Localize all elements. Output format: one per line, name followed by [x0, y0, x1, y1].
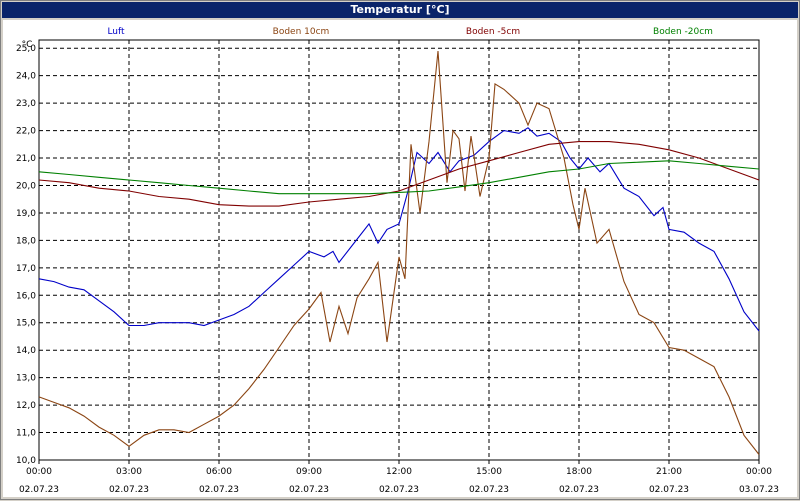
y-tick-label: 17,0 — [16, 264, 36, 274]
y-axis-unit: °C — [22, 40, 33, 50]
y-tick-label: 12,0 — [16, 401, 36, 411]
legend-entry: Luft — [107, 27, 125, 37]
x-tick-time: 12:00 — [386, 467, 412, 477]
x-tick-time: 06:00 — [206, 467, 232, 477]
legend-entry: Boden -5cm — [466, 27, 520, 37]
x-tick-date: 02.07.23 — [109, 485, 149, 495]
window-title: Temperatur [°C] — [2, 2, 798, 18]
y-tick-label: 15,0 — [16, 319, 36, 329]
x-tick-time: 21:00 — [656, 467, 682, 477]
x-tick-date: 02.07.23 — [559, 485, 599, 495]
y-tick-label: 21,0 — [16, 154, 36, 164]
y-tick-label: 18,0 — [16, 236, 36, 246]
y-tick-label: 10,0 — [16, 456, 36, 466]
x-tick-date: 02.07.23 — [379, 485, 419, 495]
x-tick-date: 02.07.23 — [469, 485, 509, 495]
y-tick-label: 19,0 — [16, 209, 36, 219]
y-tick-label: 24,0 — [16, 72, 36, 82]
x-tick-time: 18:00 — [566, 467, 592, 477]
y-tick-label: 16,0 — [16, 291, 36, 301]
x-tick-date: 02.07.23 — [289, 485, 329, 495]
x-tick-time: 00:00 — [26, 467, 52, 477]
x-tick-date: 02.07.23 — [199, 485, 239, 495]
x-tick-date: 03.07.23 — [739, 485, 779, 495]
x-tick-date: 02.07.23 — [649, 485, 689, 495]
temperature-chart: 10,0 11,0 12,0 13,0 14,0 15,0 16,0 17,0 18,0 19,0… — [3, 20, 797, 497]
legend-entry: Boden -20cm — [653, 27, 713, 37]
y-tick-label: 13,0 — [16, 374, 36, 384]
y-tick-label: 14,0 — [16, 346, 36, 356]
legend: Luft Boden 10cm Boden -5cm Boden -20cm — [107, 27, 713, 37]
grid — [39, 40, 759, 460]
x-tick-time: 09:00 — [296, 467, 322, 477]
y-tick-label: 20,0 — [16, 181, 36, 191]
x-tick-time: 00:00 — [746, 467, 772, 477]
plot-panel: 10,0 11,0 12,0 13,0 14,0 15,0 16,0 17,0 18,0 19,0… — [3, 20, 797, 497]
y-tick-label: 22,0 — [16, 127, 36, 137]
y-tick-label: 11,0 — [16, 429, 36, 439]
y-tick-label: 23,0 — [16, 99, 36, 109]
x-tick-time: 15:00 — [476, 467, 502, 477]
x-tick-date: 02.07.23 — [19, 485, 59, 495]
legend-entry: Boden 10cm — [273, 27, 330, 37]
x-tick-time: 03:00 — [116, 467, 142, 477]
